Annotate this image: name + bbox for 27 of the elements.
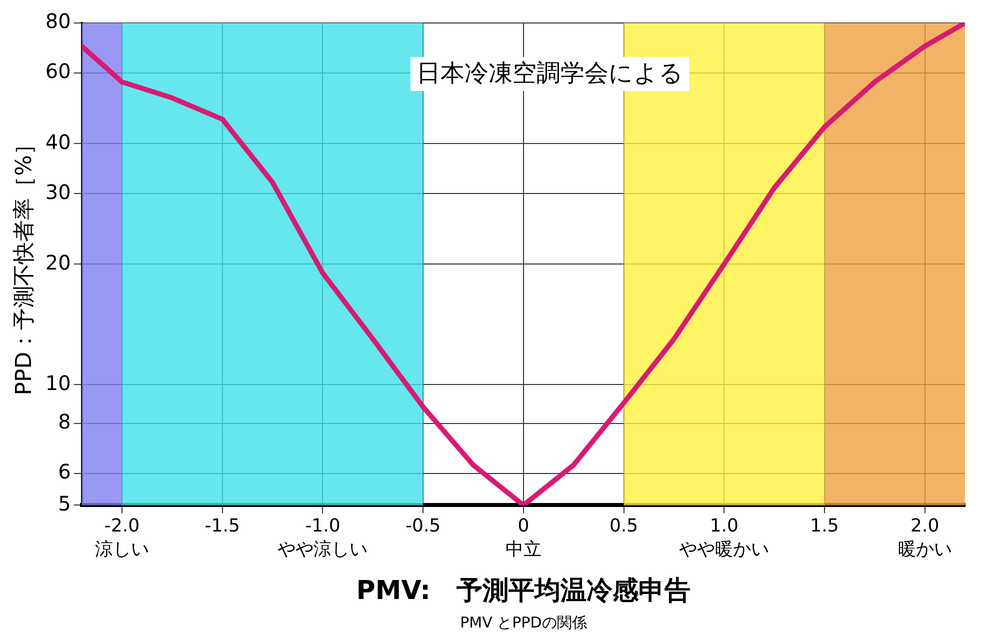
text: 中立 [505,538,542,560]
text: やや暖かい [679,538,770,560]
y-axis-title: PPD：予測不快者率［%］ [12,132,37,396]
y-tick-label: 5 [58,491,71,516]
annotation: 日本冷凍空調学会による [416,59,684,88]
y-tick-label: 20 [45,250,71,274]
y-tick-label: 8 [58,410,71,434]
x-tick-label: -0.5 [406,516,441,537]
text: 涼しい [94,538,149,560]
x-tick-label: 2.0 [910,516,940,537]
x-axis-title: PMV: 予測平均温冷感申告 [356,576,691,606]
x-tick-label: 1.0 [710,516,738,537]
x-tick-label: 1.5 [810,516,839,537]
x-tick-label: -1.5 [204,516,240,537]
y-tick-label: 6 [58,460,71,484]
y-tick-label: 60 [45,59,71,84]
x-tick-label: 0 [518,516,530,537]
y-tick-label: 80 [45,9,71,34]
y-tick-label: 40 [45,130,71,154]
y-tick-label: 10 [45,370,71,395]
x-tick-label: 0.5 [609,516,638,537]
y-tick-label: 30 [45,180,71,204]
text: PMV とPPDの関係 [460,613,587,632]
text: 暖かい [898,538,952,560]
x-tick-label: -1.0 [305,516,340,537]
text: やや涼しい [278,538,368,560]
x-tick-label: -2.0 [104,516,140,537]
